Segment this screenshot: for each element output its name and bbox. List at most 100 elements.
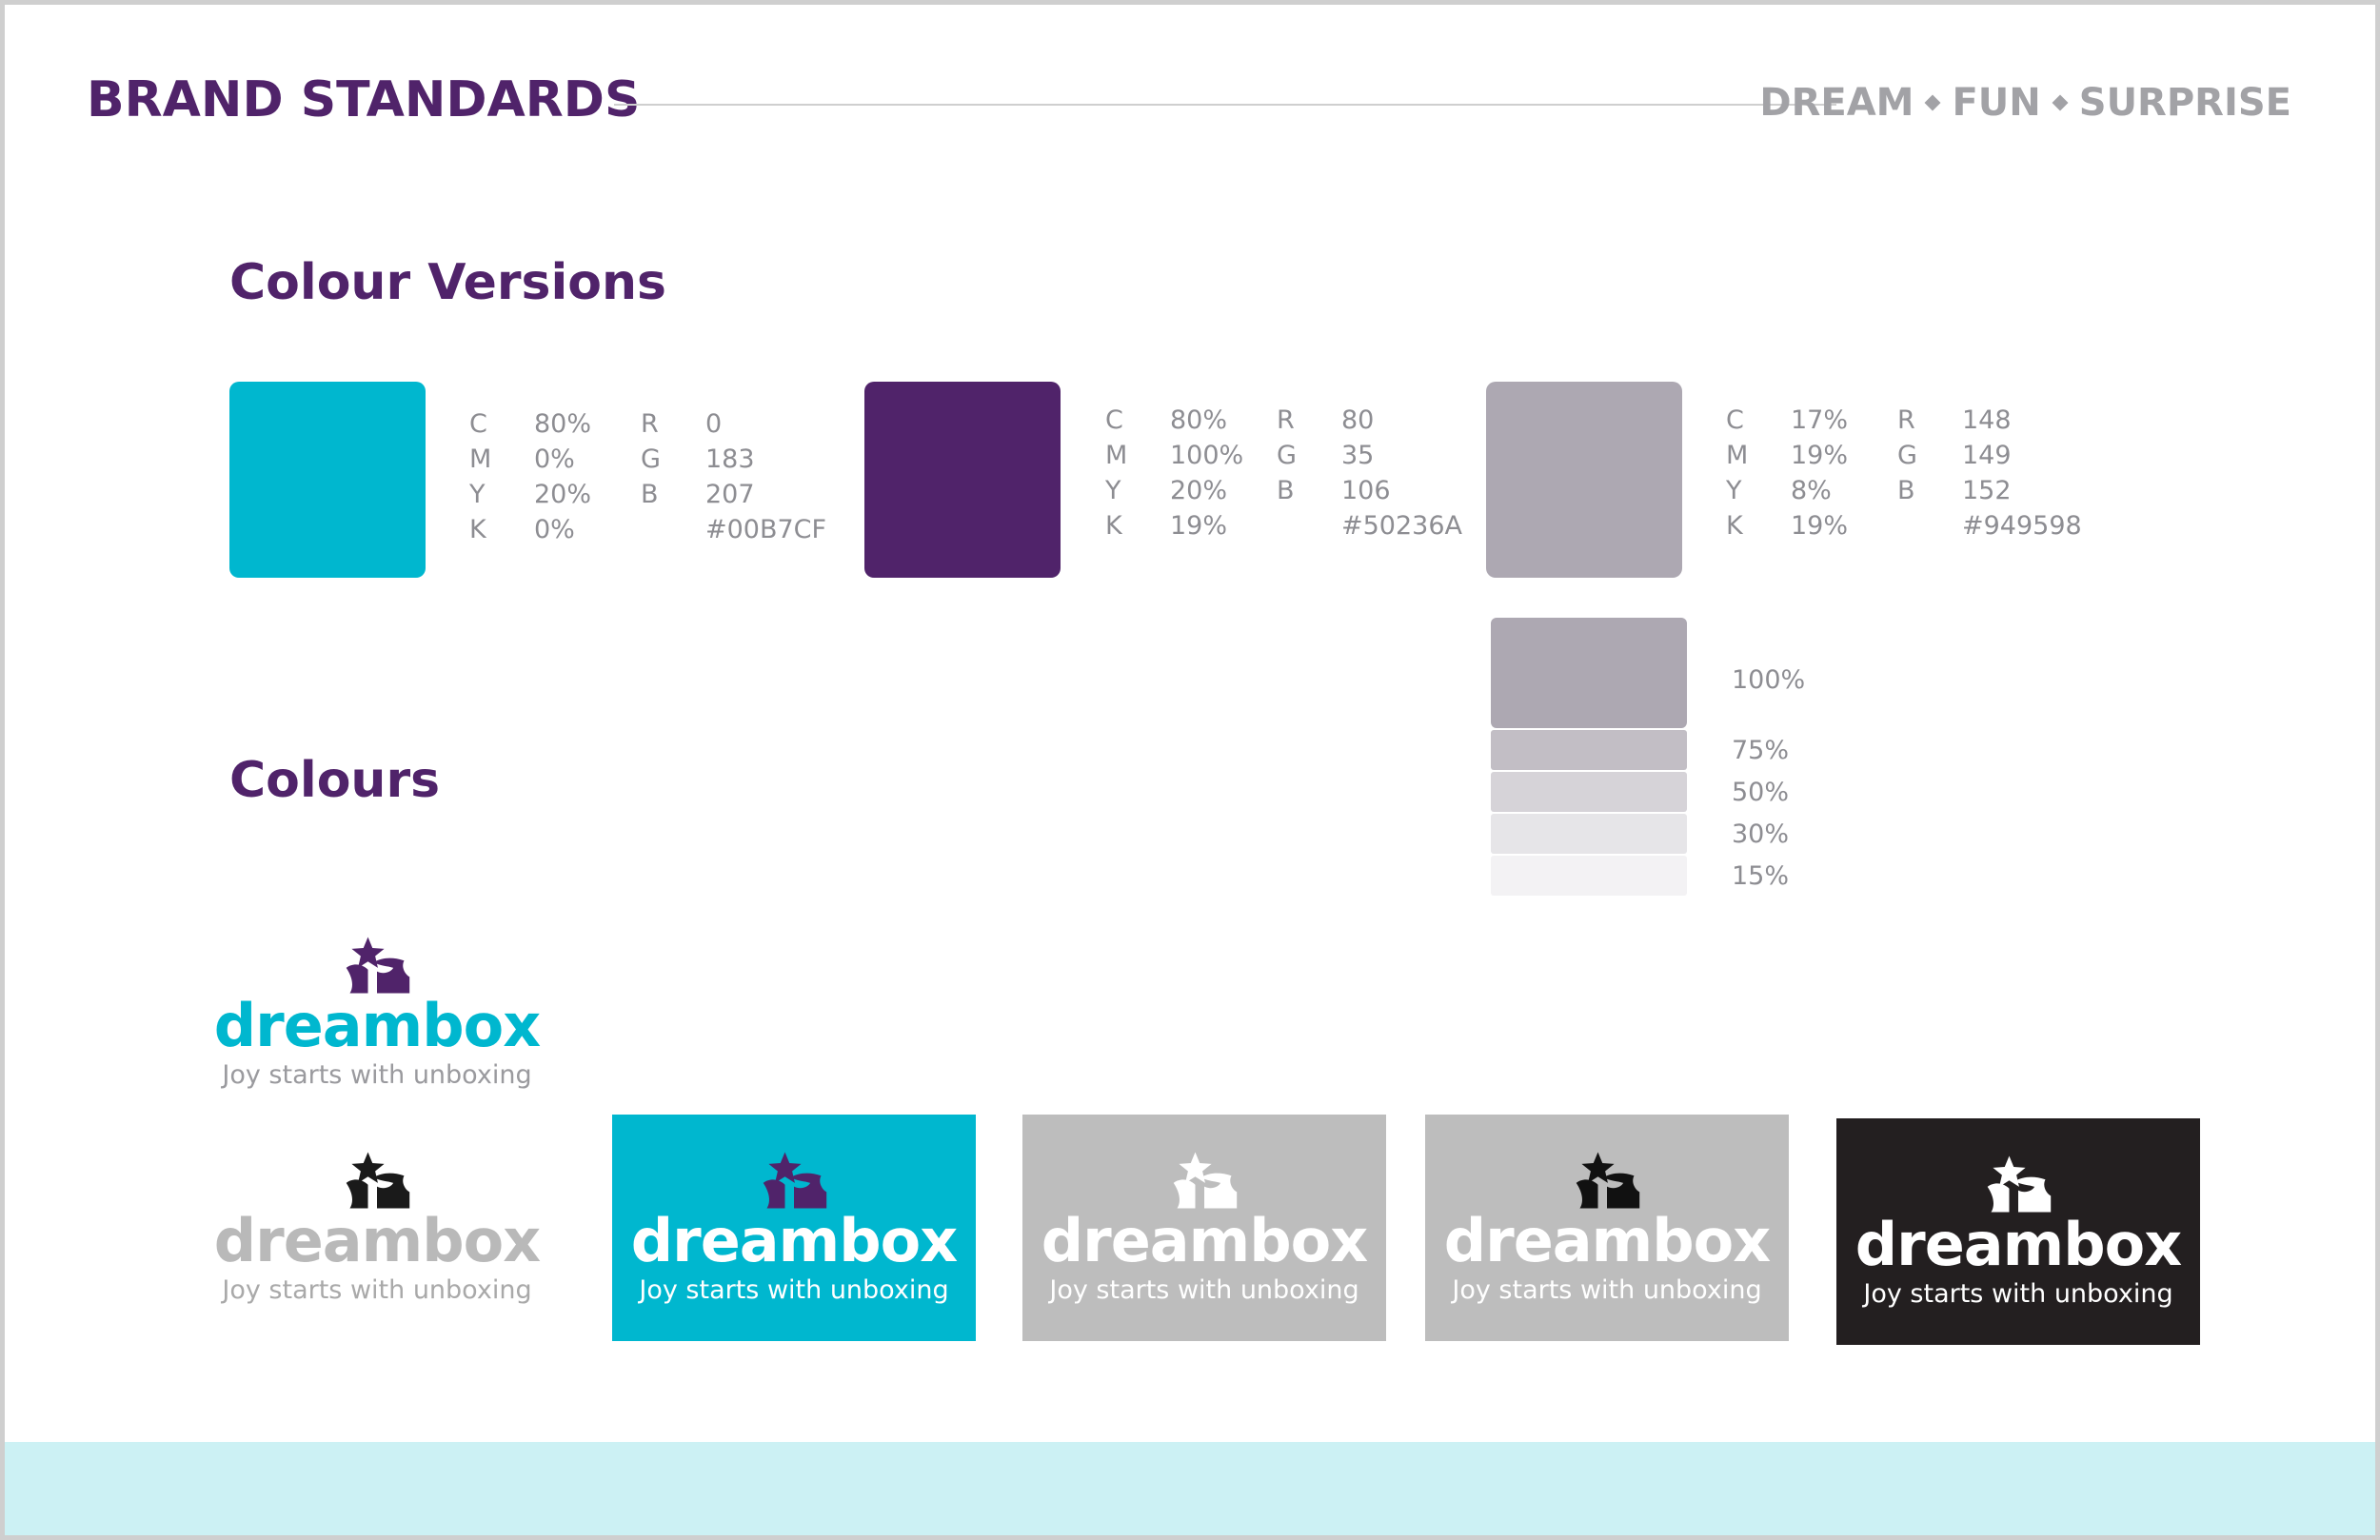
- cmyk-value: 19%: [1791, 511, 1849, 541]
- cmyk-key: C: [1105, 405, 1123, 435]
- cmyk-value: 8%: [1791, 476, 1832, 505]
- tint-label: 50%: [1732, 778, 1790, 807]
- cmyk-value: 0%: [534, 444, 575, 474]
- section-heading-colours: Colours: [229, 752, 441, 809]
- hex-value: #949598: [1962, 511, 2082, 541]
- cmyk-key: K: [1105, 511, 1122, 541]
- hex-value: #00B7CF: [705, 515, 827, 544]
- cmyk-value: 20%: [534, 480, 592, 509]
- tint-swatch-30: [1491, 814, 1687, 854]
- dreambox-logo: dreambox Joy starts with unboxing: [1854, 1154, 2182, 1310]
- logo-tagline: Joy starts with unboxing: [1863, 1279, 2173, 1309]
- cmyk-key: M: [469, 444, 492, 474]
- rgb-key: [1897, 508, 1962, 543]
- dreambox-logo: dreambox Joy starts with unboxing: [1443, 1150, 1771, 1306]
- rgb-key: R: [1897, 405, 1915, 435]
- cmyk-value: 80%: [534, 409, 592, 439]
- cmyk-key: Y: [1105, 476, 1121, 505]
- rgb-value: 183: [705, 444, 755, 474]
- cmyk-value: 20%: [1170, 476, 1228, 505]
- logo-on-grey-white: dreambox Joy starts with unboxing: [1022, 1115, 1386, 1341]
- rgb-key: [641, 512, 705, 547]
- box-with-star-icon: [346, 1152, 410, 1209]
- logo-wordmark: dreambox: [1854, 1210, 2182, 1279]
- logo-on-grey-black-mark: dreambox Joy starts with unboxing: [1425, 1115, 1789, 1341]
- rgb-value: 207: [705, 480, 755, 509]
- section-heading-colour-versions: Colour Versions: [229, 254, 666, 311]
- rgb-key: B: [641, 480, 659, 509]
- tint-swatch-100: [1491, 618, 1687, 728]
- logo-wordmark: dreambox: [1443, 1206, 1771, 1275]
- dreambox-logo: dreambox Joy starts with unboxing: [630, 1150, 958, 1306]
- tint-swatch-75: [1491, 730, 1687, 770]
- cmyk-value: 100%: [1170, 441, 1244, 470]
- color-swatch-purple: [864, 382, 1061, 578]
- dreambox-logo: dreambox Joy starts with unboxing: [213, 1150, 541, 1306]
- rgb-key: B: [1277, 476, 1295, 505]
- logo-tagline: Joy starts with unboxing: [1049, 1275, 1359, 1305]
- rgb-key: [1277, 508, 1341, 543]
- tint-label: 15%: [1732, 861, 1790, 891]
- box-with-star-icon: [1173, 1152, 1238, 1209]
- dreambox-logo: dreambox Joy starts with unboxing: [213, 935, 541, 1091]
- color-swatch-cyan: [229, 382, 426, 578]
- logo-wordmark: dreambox: [213, 991, 541, 1060]
- dreambox-logo: dreambox Joy starts with unboxing: [1041, 1150, 1368, 1306]
- tagline-word-dream: DREAM: [1759, 81, 1914, 125]
- rgb-value: 149: [1962, 441, 2012, 470]
- rgb-key: G: [1277, 441, 1297, 470]
- logo-wordmark: dreambox: [1041, 1206, 1368, 1275]
- cmyk-value: 19%: [1170, 511, 1228, 541]
- footer-band: [5, 1442, 2375, 1535]
- cmyk-key: K: [469, 515, 486, 544]
- rgb-key: G: [641, 444, 661, 474]
- logo-tagline: Joy starts with unboxing: [222, 1060, 532, 1090]
- tint-swatch-15: [1491, 856, 1687, 896]
- rgb-key: B: [1897, 476, 1915, 505]
- logo-greyscale: dreambox Joy starts with unboxing: [195, 1115, 559, 1341]
- brand-tagline: DREAM FUN SURPRISE: [1759, 81, 2291, 125]
- tint-label: 75%: [1732, 736, 1790, 765]
- tint-label: 30%: [1732, 819, 1790, 849]
- box-with-star-icon: [346, 937, 410, 994]
- rgb-key: R: [1277, 405, 1295, 435]
- rgb-value: 148: [1962, 405, 2012, 435]
- cmyk-value: 17%: [1791, 405, 1849, 435]
- box-with-star-icon: [763, 1152, 827, 1209]
- color-specs-purple: C 80% R 80 M 100% G 35 Y 20% B 106 K 19% #50236A: [1105, 403, 1462, 543]
- cmyk-value: 80%: [1170, 405, 1228, 435]
- color-swatch-grey: [1486, 382, 1682, 578]
- tagline-word-surprise: SURPRISE: [2078, 81, 2291, 125]
- cmyk-key: Y: [1726, 476, 1742, 505]
- tagline-word-fun: FUN: [1952, 81, 2041, 125]
- logo-on-cyan: dreambox Joy starts with unboxing: [612, 1115, 976, 1341]
- color-specs-grey: C 17% R 148 M 19% G 149 Y 8% B 152 K 19% #949598: [1726, 403, 2082, 543]
- logo-primary: dreambox Joy starts with unboxing: [195, 899, 559, 1126]
- logo-tagline: Joy starts with unboxing: [639, 1275, 949, 1305]
- diamond-separator-icon: [1924, 94, 1941, 111]
- rgb-value: 152: [1962, 476, 2012, 505]
- logo-tagline: Joy starts with unboxing: [222, 1275, 532, 1305]
- logo-on-black: dreambox Joy starts with unboxing: [1836, 1118, 2200, 1345]
- tint-swatch-50: [1491, 772, 1687, 812]
- logo-wordmark: dreambox: [213, 1206, 541, 1275]
- rgb-value: 35: [1341, 441, 1375, 470]
- box-with-star-icon: [1576, 1152, 1640, 1209]
- logo-wordmark: dreambox: [630, 1206, 958, 1275]
- diamond-separator-icon: [2052, 94, 2069, 111]
- tint-label: 100%: [1732, 665, 1806, 695]
- rgb-key: G: [1897, 441, 1917, 470]
- box-with-star-icon: [1987, 1155, 2052, 1213]
- cmyk-key: M: [1105, 441, 1128, 470]
- cmyk-value: 0%: [534, 515, 575, 544]
- rgb-value: 106: [1341, 476, 1391, 505]
- header-divider: [614, 104, 1836, 106]
- hex-value: #50236A: [1341, 511, 1462, 541]
- cmyk-key: M: [1726, 441, 1749, 470]
- cmyk-key: C: [469, 409, 487, 439]
- cmyk-key: C: [1726, 405, 1744, 435]
- cmyk-value: 19%: [1791, 441, 1849, 470]
- cmyk-key: K: [1726, 511, 1743, 541]
- logo-tagline: Joy starts with unboxing: [1452, 1275, 1762, 1305]
